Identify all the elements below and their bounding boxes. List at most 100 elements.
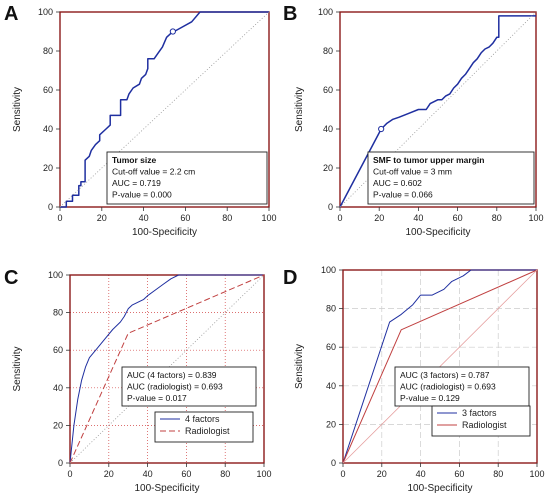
x-tick-label: 100 <box>256 469 271 479</box>
x-tick-label: 20 <box>97 213 107 223</box>
panel-label-c: C <box>4 267 18 289</box>
legend-label: Radiologist <box>185 426 230 436</box>
annotation-box <box>367 151 535 205</box>
y-axis-label: Sensitivity <box>294 87 305 132</box>
annotation-line: AUC = 0.602 <box>373 178 422 188</box>
y-tick-label: 0 <box>48 202 53 212</box>
grid <box>343 270 537 463</box>
y-tick-label: 20 <box>323 163 333 173</box>
x-tick-label: 60 <box>180 213 190 223</box>
y-tick-label: 60 <box>53 345 63 355</box>
y-tick-label: 20 <box>326 419 336 429</box>
annotation-line: AUC (3 factors) = 0.787 <box>400 370 490 380</box>
y-tick-label: 100 <box>321 265 336 275</box>
x-axis-label: 100-Specificity <box>134 483 199 494</box>
series-smf-to-tumor-upper-margin-line <box>339 15 536 208</box>
x-tick-label: 20 <box>104 469 114 479</box>
y-tick-label: 80 <box>43 46 53 56</box>
x-tick-label: 100 <box>261 213 276 223</box>
panel-label-b: B <box>283 3 297 25</box>
y-tick-label: 0 <box>328 202 333 212</box>
x-tick-label: 60 <box>181 469 191 479</box>
x-tick-label: 0 <box>67 469 72 479</box>
y-tick-label: 100 <box>38 7 53 17</box>
y-tick-label: 0 <box>58 458 63 468</box>
series-radiologist-line <box>69 274 265 464</box>
y-tick-label: 40 <box>43 124 53 134</box>
plot-frame <box>342 269 538 464</box>
x-tick-label: 40 <box>143 469 153 479</box>
x-tick-label: 60 <box>454 469 464 479</box>
x-tick-label: 80 <box>222 213 232 223</box>
series-chance-line <box>339 11 537 208</box>
panel-label-d: D <box>283 267 297 289</box>
panel-c: 0 20 40 60 80 100 0 20 40 60 80 100 100-Specificity S… <box>12 270 272 494</box>
annotation-line: Cut-off value = 2.2 cm <box>112 167 195 177</box>
x-tick-label: 60 <box>453 213 463 223</box>
y-tick-label: 80 <box>326 304 336 314</box>
y-axis-label: Sensitivity <box>12 346 23 391</box>
y-tick-label: 60 <box>326 342 336 352</box>
annotation-title: Tumor size <box>112 155 157 165</box>
x-tick-label: 20 <box>377 469 387 479</box>
annotation-line: AUC (radiologist) = 0.693 <box>400 382 496 392</box>
x-tick-label: 20 <box>374 213 384 223</box>
series-3-factors-line <box>342 269 537 464</box>
y-tick-label: 40 <box>53 383 63 393</box>
legend-label: Radiologist <box>462 420 507 430</box>
legend-label: 3 factors <box>462 408 497 418</box>
y-axis-label: Sensitivity <box>12 87 23 132</box>
annotation-line: AUC (4 factors) = 0.839 <box>127 370 217 380</box>
y-tick-label: 100 <box>318 7 333 17</box>
x-tick-label: 40 <box>416 469 426 479</box>
annotation-title: SMF to tumor upper margin <box>373 155 484 165</box>
annotation-line: Cut-off value = 3 mm <box>373 167 452 177</box>
plot-frame <box>69 274 265 464</box>
annotation-line: P-value = 0.000 <box>112 190 172 200</box>
annotation-line: P-value = 0.129 <box>400 393 460 403</box>
y-tick-label: 80 <box>53 308 63 318</box>
legend-box <box>431 405 531 437</box>
y-tick-label: 60 <box>43 85 53 95</box>
x-tick-label: 100 <box>529 469 544 479</box>
x-axis-label: 100-Specificity <box>407 483 472 494</box>
x-tick-label: 0 <box>57 213 62 223</box>
annotation-box <box>121 366 257 407</box>
cutoff-marker <box>169 28 176 35</box>
y-tick-label: 20 <box>53 420 63 430</box>
panel-b: 0 20 40 60 80 100 0 20 40 60 80 100 100-Specificity S… <box>294 7 544 238</box>
series-4-factors-line <box>69 274 264 464</box>
annotation-line: AUC (radiologist) = 0.693 <box>127 382 223 392</box>
annotation-line: P-value = 0.017 <box>127 393 187 403</box>
x-axis-label: 100-Specificity <box>132 227 197 238</box>
plot-frame <box>339 11 537 208</box>
y-tick-label: 40 <box>323 124 333 134</box>
panel-a: 0 20 40 60 80 100 0 20 40 60 80 100 100-Specificity S… <box>12 7 277 238</box>
annotation-line: P-value = 0.066 <box>373 190 433 200</box>
legend-label: 4 factors <box>185 414 220 424</box>
x-tick-label: 0 <box>340 469 345 479</box>
series-tumor-size-line <box>60 11 269 208</box>
x-tick-label: 80 <box>492 213 502 223</box>
x-tick-label: 40 <box>139 213 149 223</box>
y-tick-label: 60 <box>323 85 333 95</box>
x-tick-label: 80 <box>493 469 503 479</box>
annotation-box <box>106 151 268 205</box>
annotation-line: AUC = 0.719 <box>112 178 161 188</box>
x-tick-label: 100 <box>528 213 543 223</box>
x-tick-label: 80 <box>220 469 230 479</box>
x-tick-label: 0 <box>337 213 342 223</box>
y-axis-label: Sensitivity <box>294 344 305 389</box>
x-axis-label: 100-Specificity <box>405 227 470 238</box>
plot-frame <box>59 11 270 208</box>
series-chance-line <box>342 269 538 464</box>
y-tick-label: 20 <box>43 163 53 173</box>
y-tick-label: 40 <box>326 381 336 391</box>
y-tick-label: 80 <box>323 46 333 56</box>
x-tick-label: 40 <box>413 213 423 223</box>
panel-label-a: A <box>4 3 18 25</box>
panel-d: 0 20 40 60 80 100 0 20 40 60 80 100 100-Specificity S… <box>294 265 545 494</box>
y-tick-label: 0 <box>331 458 336 468</box>
series-radiologist-line <box>342 269 538 464</box>
